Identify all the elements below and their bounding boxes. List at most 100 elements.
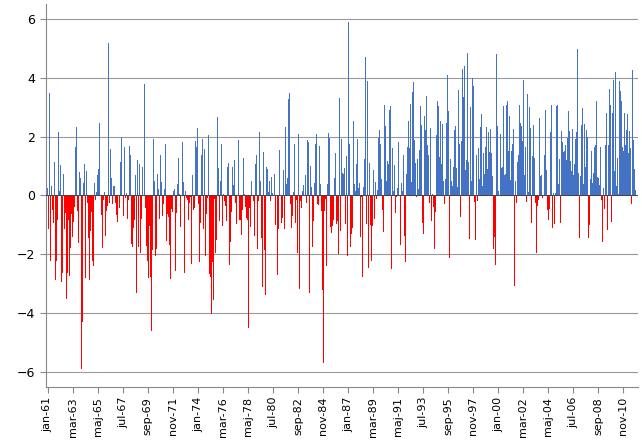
Bar [196,147,198,195]
Bar [130,155,131,195]
Bar [143,195,144,196]
Bar [261,195,262,238]
Bar [492,176,493,195]
Bar [626,131,627,195]
Bar [137,160,138,195]
Bar [618,194,619,195]
Bar [307,139,308,195]
Bar [158,189,159,195]
Bar [407,147,408,195]
Bar [223,194,224,195]
Bar [331,195,332,232]
Bar [524,176,525,195]
Bar [266,169,268,195]
Bar [466,160,467,195]
Bar [189,195,190,202]
Bar [555,174,557,195]
Bar [569,131,570,195]
Bar [353,121,354,195]
Bar [482,186,483,195]
Bar [511,150,512,195]
Bar [493,195,494,249]
Bar [233,185,234,195]
Bar [484,174,485,195]
Bar [155,195,156,256]
Bar [573,175,574,195]
Bar [274,174,275,195]
Bar [73,195,74,222]
Bar [102,195,103,248]
Bar [372,170,374,195]
Bar [227,168,228,195]
Bar [162,195,163,217]
Bar [273,195,274,196]
Bar [289,93,290,195]
Bar [614,172,615,195]
Bar [519,105,520,195]
Bar [152,195,153,250]
Bar [451,186,453,195]
Bar [560,195,561,223]
Bar [161,182,162,195]
Bar [69,195,71,277]
Bar [343,168,345,195]
Bar [392,148,393,195]
Bar [317,195,318,204]
Bar [403,155,404,195]
Bar [167,195,168,214]
Bar [455,126,456,195]
Bar [94,183,96,195]
Bar [56,195,57,261]
Bar [628,153,629,195]
Bar [304,195,305,196]
Bar [286,184,287,195]
Bar [316,134,317,195]
Bar [538,195,539,200]
Bar [487,169,488,195]
Bar [205,195,206,256]
Bar [224,195,225,201]
Bar [101,195,102,215]
Bar [499,134,501,195]
Bar [397,142,399,195]
Bar [410,105,411,195]
Bar [441,164,442,195]
Bar [630,195,632,204]
Bar [363,187,364,195]
Bar [129,146,130,195]
Bar [142,167,143,195]
Bar [282,195,283,218]
Bar [200,195,202,223]
Bar [623,151,624,195]
Bar [409,148,410,195]
Bar [235,195,236,203]
Bar [132,195,133,247]
Bar [577,49,578,195]
Bar [198,195,200,204]
Bar [367,81,368,195]
Bar [553,195,555,224]
Bar [540,176,541,195]
Bar [497,126,498,195]
Bar [431,195,432,220]
Bar [136,195,137,293]
Bar [548,195,549,220]
Bar [352,195,353,228]
Bar [629,131,630,195]
Bar [586,131,587,195]
Bar [453,168,455,195]
Bar [575,139,576,195]
Bar [501,167,503,195]
Bar [464,67,465,195]
Bar [337,195,338,221]
Bar [182,142,183,195]
Bar [128,195,129,200]
Bar [225,195,226,206]
Bar [515,181,516,195]
Bar [624,113,625,195]
Bar [67,195,69,273]
Bar [98,169,100,195]
Bar [138,195,139,247]
Bar [518,155,519,195]
Bar [570,161,571,195]
